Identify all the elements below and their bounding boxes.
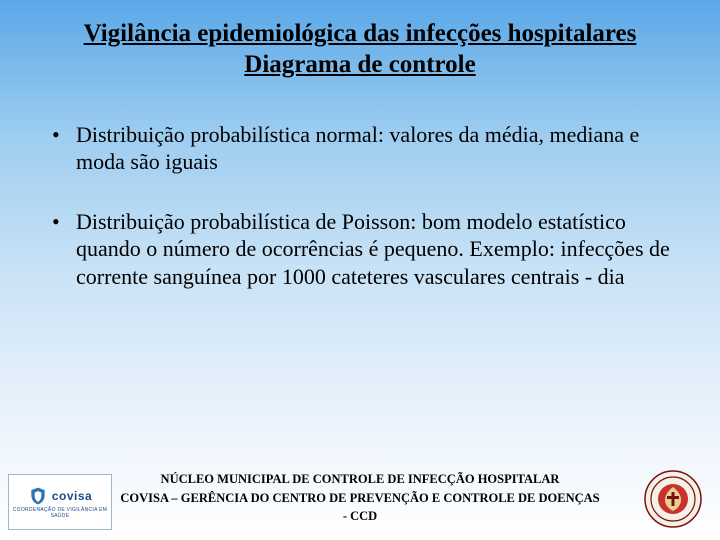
title-line-2: Diagrama de controle	[244, 51, 475, 78]
slide: Vigilância epidemiológica das infecções …	[0, 0, 720, 540]
covisa-logo: covisa COORDENAÇÃO DE VIGILÂNCIA EM SAÚD…	[8, 474, 112, 530]
slide-title: Vigilância epidemiológica das infecções …	[60, 18, 660, 81]
bullet-item: Distribuição probabilística de Poisson: …	[48, 208, 680, 291]
covisa-logo-subtitle: COORDENAÇÃO DE VIGILÂNCIA EM SAÚDE	[9, 507, 111, 519]
bullet-item: Distribuição probabilística normal: valo…	[48, 121, 680, 176]
covisa-shield-icon	[28, 486, 48, 506]
footer-line-1: NÚCLEO MUNICIPAL DE CONTROLE DE INFECÇÃO…	[120, 470, 600, 489]
title-line-1: Vigilância epidemiológica das infecções …	[84, 20, 637, 47]
seal-logo	[644, 470, 702, 528]
bullet-list: Distribuição probabilística normal: valo…	[40, 121, 680, 291]
covisa-logo-top: covisa	[28, 486, 92, 506]
seal-icon	[644, 470, 702, 528]
covisa-logo-text: covisa	[52, 489, 92, 503]
footer-line-2: COVISA – GERÊNCIA DO CENTRO DE PREVENÇÃO…	[120, 489, 600, 527]
